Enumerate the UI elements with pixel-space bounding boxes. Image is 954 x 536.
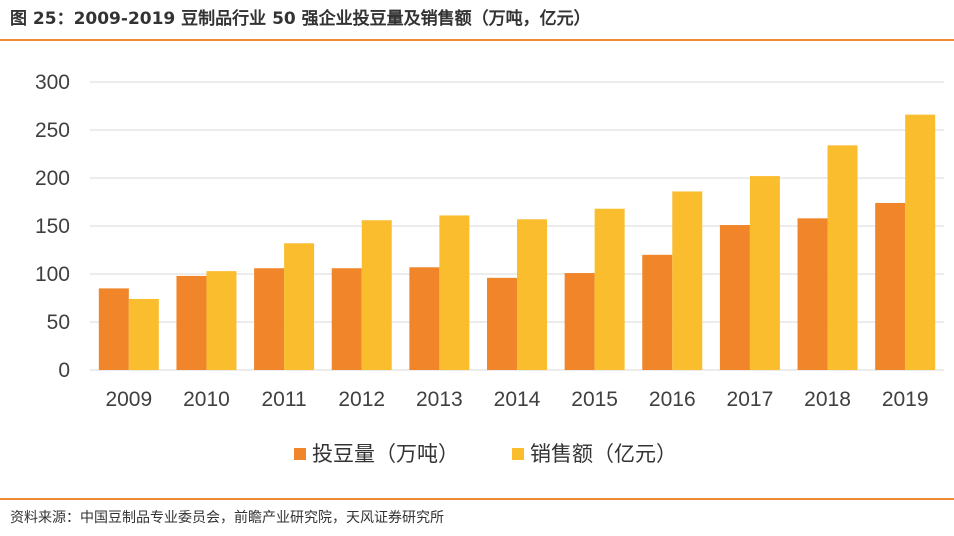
y-tick-label: 0 <box>58 359 70 382</box>
bar-sales-2015 <box>594 208 625 370</box>
bar-beans-2015 <box>564 273 595 370</box>
x-tick-label: 2011 <box>262 388 307 411</box>
source-divider <box>0 498 954 500</box>
legend-swatch <box>512 448 524 460</box>
legend: 投豆量（万吨） 销售额（亿元） <box>294 442 677 466</box>
y-tick-label: 300 <box>35 71 70 94</box>
bar-sales-2009 <box>128 298 159 370</box>
bar-beans-2014 <box>487 277 517 370</box>
x-tick-label: 2010 <box>183 388 230 411</box>
bar-beans-2018 <box>797 218 828 370</box>
bar-sales-2010 <box>206 271 237 370</box>
y-tick-label: 250 <box>35 119 70 142</box>
bars <box>98 114 936 370</box>
bar-beans-2010 <box>176 275 207 370</box>
bar-beans-2011 <box>254 268 285 370</box>
bar-sales-2018 <box>827 145 858 370</box>
y-axis-tick-labels: 0 50 100 150 200 250 300 <box>35 71 70 382</box>
x-tick-label: 2016 <box>649 388 696 411</box>
bar-sales-2011 <box>284 243 315 370</box>
bar-beans-2019 <box>875 202 906 370</box>
x-tick-label: 2019 <box>882 388 929 411</box>
y-tick-label: 200 <box>35 167 70 190</box>
figure-title: 图 25：2009-2019 豆制品行业 50 强企业投豆量及销售额（万吨，亿元… <box>10 9 591 29</box>
bar-beans-2012 <box>331 268 362 370</box>
bar-beans-2016 <box>642 254 673 370</box>
y-tick-label: 150 <box>35 215 70 238</box>
x-tick-label: 2012 <box>338 388 385 411</box>
bar-sales-2017 <box>749 176 780 370</box>
y-tick-label: 100 <box>35 263 70 286</box>
bar-sales-2019 <box>905 114 936 370</box>
legend-swatch <box>294 448 306 460</box>
x-axis-tick-labels: 2009 2010 2011 2012 2013 2014 2015 2016 2017 2018… <box>105 388 928 411</box>
bar-sales-2014 <box>517 219 547 370</box>
source-note: 资料来源：中国豆制品专业委员会，前瞻产业研究院，天风证券研究所 <box>10 510 444 526</box>
bar-sales-2012 <box>361 220 392 370</box>
bar-beans-2013 <box>409 267 440 370</box>
y-tick-label: 50 <box>47 311 70 334</box>
bar-beans-2009 <box>98 288 129 370</box>
x-tick-label: 2013 <box>416 388 463 411</box>
x-tick-label: 2015 <box>571 388 618 411</box>
legend-label: 投豆量（万吨） <box>312 442 459 466</box>
bar-sales-2016 <box>672 191 703 370</box>
x-tick-label: 2018 <box>804 388 851 411</box>
x-tick-label: 2009 <box>105 388 152 411</box>
x-tick-label: 2017 <box>727 388 774 411</box>
bar-sales-2013 <box>439 215 470 370</box>
title-divider <box>0 39 954 41</box>
legend-label: 销售额（亿元） <box>530 442 677 466</box>
x-tick-label: 2014 <box>494 388 541 411</box>
bar-beans-2017 <box>719 225 750 370</box>
